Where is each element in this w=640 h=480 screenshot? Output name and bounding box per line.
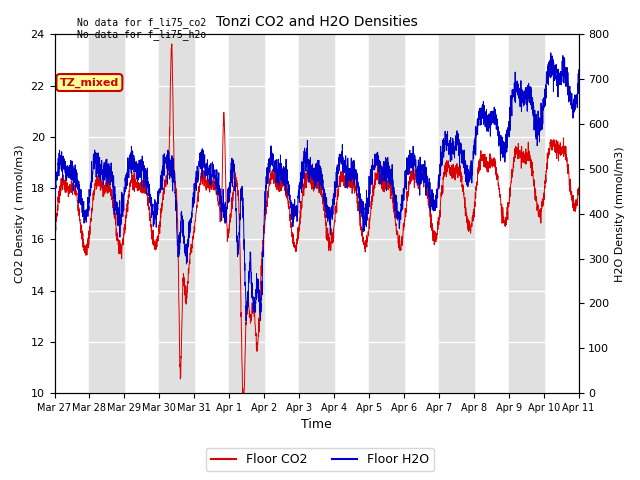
Text: TZ_mixed: TZ_mixed (60, 77, 119, 88)
Text: No data for f_li75_h2o: No data for f_li75_h2o (77, 29, 206, 40)
Bar (369, 35, 404, 393)
Title: Tonzi CO2 and H2O Densities: Tonzi CO2 and H2O Densities (216, 15, 417, 29)
Bar (159, 35, 195, 393)
Y-axis label: CO2 Density ( mmol/m3): CO2 Density ( mmol/m3) (15, 144, 25, 283)
Y-axis label: H2O Density (mmol/m3): H2O Density (mmol/m3) (615, 146, 625, 282)
X-axis label: Time: Time (301, 419, 332, 432)
Text: No data for f_li75_co2: No data for f_li75_co2 (77, 17, 206, 28)
Bar (439, 35, 474, 393)
Bar (509, 35, 543, 393)
Bar (579, 35, 614, 393)
Bar (90, 35, 124, 393)
Bar (229, 35, 264, 393)
Legend: Floor CO2, Floor H2O: Floor CO2, Floor H2O (205, 448, 435, 471)
Bar (299, 35, 334, 393)
